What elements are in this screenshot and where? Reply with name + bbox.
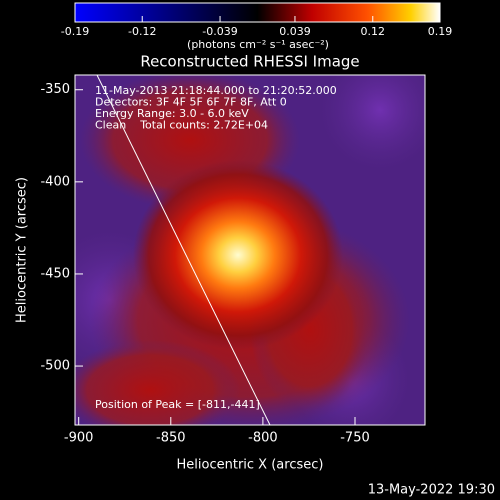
x-axis-label: Heliocentric X (arcsec)	[177, 458, 324, 473]
y-tick-label: -350	[40, 82, 70, 97]
colorbar-label: (photons cm⁻² s⁻¹ asec⁻²)	[187, 38, 329, 51]
heatmap	[75, 75, 425, 425]
colorbar-tick-label: 0.12	[361, 25, 386, 38]
x-tick-label: -900	[64, 431, 94, 446]
y-tick-label: -450	[40, 266, 70, 281]
colorbar	[74, 2, 441, 23]
footer: 13-May-2022 19:30	[368, 483, 495, 498]
chart-title: Reconstructed RHESSI Image	[140, 53, 359, 71]
plot-frame	[74, 74, 426, 426]
colorbar-tick-label: 0.039	[279, 25, 311, 38]
peak-label: Position of Peak = [-811,-441]	[95, 398, 260, 411]
y-tick-label: -400	[40, 174, 70, 189]
colorbar-tick-label: -0.039	[202, 25, 237, 38]
y-axis-label: Heliocentric Y (arcsec)	[15, 177, 30, 323]
annotation: 11-May-2013 21:18:44.000 to 21:20:52.000	[95, 84, 337, 97]
y-tick-label: -500	[40, 359, 70, 374]
annotation: Detectors: 3F 4F 5F 6F 7F 8F, Att 0	[95, 96, 287, 109]
colorbar-tick-label: -0.19	[61, 25, 89, 38]
annotation: Clean Total counts: 2.72E+04	[95, 119, 268, 132]
x-tick-label: -750	[340, 431, 370, 446]
x-tick-label: -800	[248, 431, 278, 446]
colorbar-tick-label: -0.12	[128, 25, 156, 38]
annotation: Energy Range: 3.0 - 6.0 keV	[95, 107, 249, 120]
x-tick-label: -850	[156, 431, 186, 446]
colorbar-tick-label: 0.19	[428, 25, 453, 38]
